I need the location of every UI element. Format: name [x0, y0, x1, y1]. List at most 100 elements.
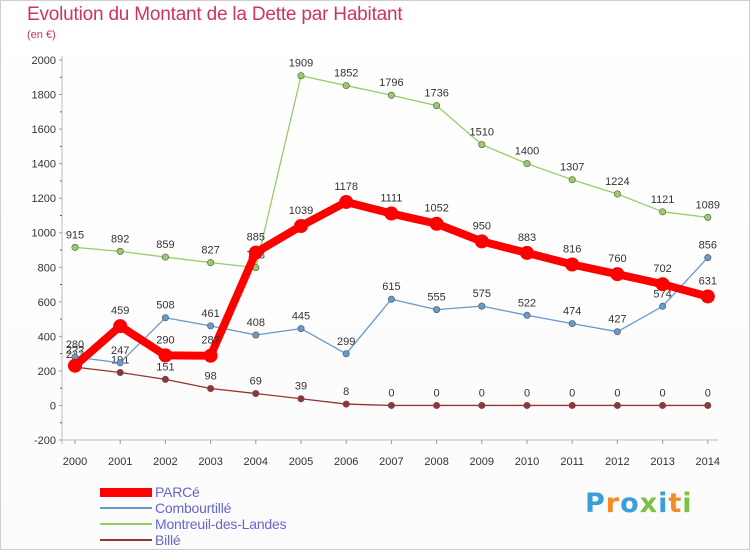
- data-point: [342, 400, 350, 408]
- data-point: [203, 348, 218, 363]
- data-label: 816: [563, 244, 581, 256]
- data-label: 408: [247, 317, 265, 329]
- y-tick-label: 1400: [32, 159, 56, 171]
- data-point: [704, 213, 712, 221]
- data-point: [116, 247, 124, 255]
- data-label: 280: [66, 339, 84, 351]
- data-point: [297, 72, 305, 80]
- data-point: [613, 190, 621, 198]
- data-point: [613, 401, 621, 409]
- data-label: 459: [111, 305, 129, 317]
- series-parc-: 2?? 459 290 28? 885 1039 1178 1111 1052 950 883 816…: [66, 181, 717, 373]
- data-label: 1510: [470, 127, 494, 139]
- data-label: 856: [699, 240, 717, 252]
- data-point: [68, 358, 82, 373]
- data-point: [523, 401, 531, 409]
- data-label: 39: [295, 381, 307, 393]
- legend-swatch: [100, 487, 152, 497]
- data-label: 474: [563, 306, 581, 318]
- data-point: [565, 257, 580, 272]
- data-label: 1796: [379, 77, 403, 89]
- data-label: 2??: [66, 345, 84, 357]
- data-point: [478, 141, 486, 149]
- data-label: 1909: [289, 58, 313, 70]
- series-bill-: 222191151986939800000000: [66, 349, 712, 409]
- data-point: [659, 302, 667, 310]
- data-label: 575: [473, 288, 491, 300]
- legend-swatch: [100, 539, 152, 541]
- data-label: 508: [156, 300, 174, 312]
- legend-label: Billé: [155, 532, 181, 548]
- legend-item: Billé: [100, 532, 286, 548]
- data-label: 0: [388, 387, 394, 399]
- data-label: 151: [156, 361, 174, 373]
- x-tick-label: 2002: [153, 456, 177, 468]
- data-label: 950: [473, 220, 491, 232]
- proxiti-logo: Proxiti: [585, 488, 693, 519]
- data-point: [71, 243, 79, 251]
- data-point: [387, 295, 395, 303]
- data-point: [568, 401, 576, 409]
- data-point: [523, 160, 531, 168]
- data-point: [158, 348, 173, 363]
- legend-label: Combourtillé: [155, 500, 232, 516]
- data-point: [613, 328, 621, 336]
- y-tick-label: 1000: [32, 228, 56, 240]
- x-tick-label: 2013: [650, 456, 674, 468]
- data-point: [207, 322, 215, 330]
- y-tick-label: 800: [38, 262, 56, 274]
- data-label: 859: [156, 239, 174, 251]
- data-point: [523, 311, 531, 319]
- x-tick-label: 2006: [334, 456, 358, 468]
- data-label: 631: [699, 275, 717, 287]
- data-label: 555: [427, 292, 445, 304]
- chart-subtitle: (en €): [27, 29, 56, 41]
- data-label: 883: [518, 232, 536, 244]
- logo-letter: i: [682, 488, 693, 519]
- x-tick-label: 2014: [696, 456, 720, 468]
- x-tick-label: 2004: [244, 456, 268, 468]
- data-label: 1307: [560, 162, 584, 174]
- data-point: [113, 319, 128, 334]
- data-label: 299: [337, 336, 355, 348]
- data-point: [433, 102, 441, 110]
- data-point: [207, 259, 215, 267]
- data-label: 0: [660, 387, 666, 399]
- data-label: 0: [479, 387, 485, 399]
- y-tick-label: 1600: [32, 124, 56, 136]
- data-point: [433, 401, 441, 409]
- x-tick-label: 2000: [63, 456, 87, 468]
- logo-letter: r: [605, 488, 621, 519]
- logo-letter: t: [668, 488, 683, 519]
- data-label: 827: [201, 245, 219, 257]
- data-label: 98: [204, 371, 216, 383]
- data-point: [387, 401, 395, 409]
- data-point: [342, 350, 350, 358]
- x-tick-label: 2012: [605, 456, 629, 468]
- data-label: 892: [111, 233, 129, 245]
- data-label: 69: [250, 376, 262, 388]
- x-tick-label: 2001: [108, 456, 132, 468]
- y-tick-label: -200: [34, 435, 56, 447]
- data-point: [252, 390, 260, 398]
- logo-letter: i: [658, 488, 669, 519]
- chart-legend: PARCé Combourtillé Montreuil-des-Landes Bil…: [100, 484, 287, 548]
- data-point: [478, 401, 486, 409]
- y-tick-label: 0: [50, 400, 56, 412]
- data-label: 1224: [605, 176, 629, 188]
- data-point: [252, 331, 260, 339]
- y-tick-label: 600: [38, 297, 56, 309]
- data-label: 1052: [424, 203, 448, 215]
- data-point: [161, 253, 169, 261]
- data-label: 760: [608, 253, 626, 265]
- y-tick-label: 1800: [32, 90, 56, 102]
- data-point: [659, 401, 667, 409]
- x-tick-label: 2009: [470, 456, 494, 468]
- data-point: [568, 320, 576, 328]
- data-point: [610, 267, 625, 282]
- data-label: 1178: [334, 181, 358, 193]
- data-label: 0: [524, 387, 530, 399]
- legend-label: Montreuil-des-Landes: [155, 516, 287, 532]
- data-point: [387, 91, 395, 99]
